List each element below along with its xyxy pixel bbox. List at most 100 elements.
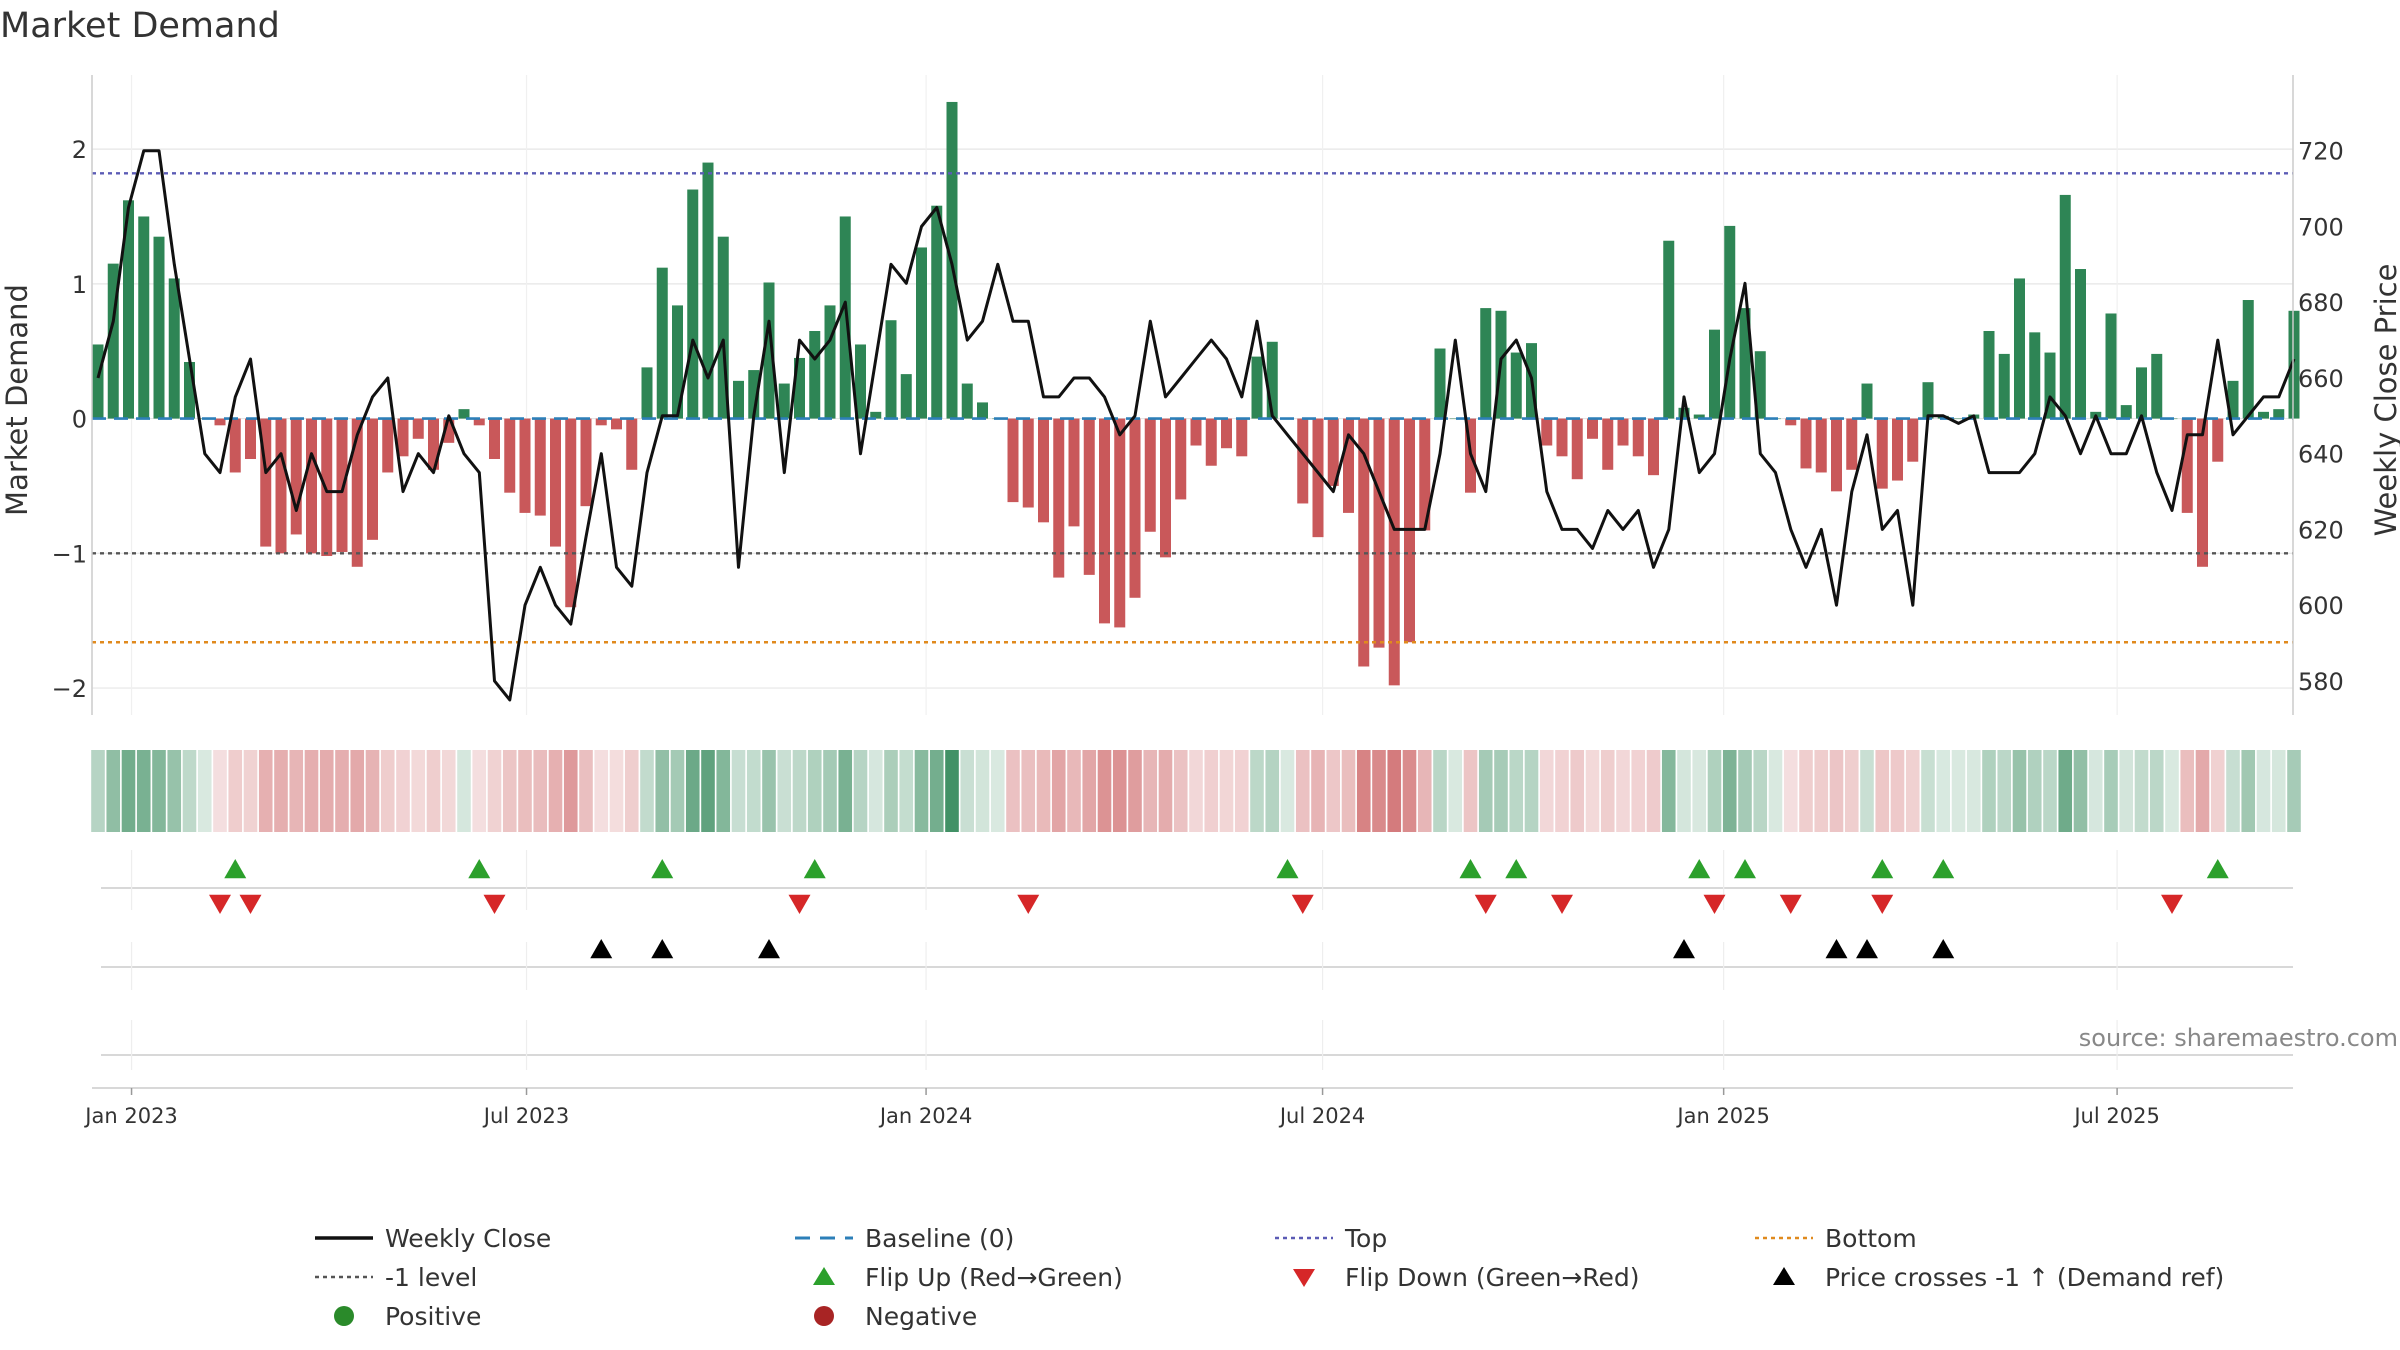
demand-bar xyxy=(855,344,866,419)
demand-bar xyxy=(641,367,653,419)
flip-down-marker xyxy=(2161,894,2183,914)
flip-down-marker xyxy=(1474,894,1497,914)
demand-bar xyxy=(809,331,821,419)
heat-cell xyxy=(289,750,304,832)
demand-bar xyxy=(1388,418,1400,686)
flip-down-marker xyxy=(1291,894,1314,914)
demand-bar xyxy=(748,370,760,419)
signal-markers xyxy=(101,850,2293,1070)
price-series xyxy=(96,149,2296,702)
demand-bar xyxy=(229,418,241,473)
heat-cell xyxy=(685,750,700,832)
heat-cell xyxy=(1905,750,1920,832)
demand-bar xyxy=(1754,351,1766,419)
heat-cell xyxy=(2256,750,2271,832)
demand-bar xyxy=(2273,409,2285,419)
heat-cell xyxy=(1417,750,1432,832)
demand-bar xyxy=(1373,418,1385,648)
y-tick-label-right: 580 xyxy=(2298,668,2344,696)
x-axis: Jan 2023 Jul 2023 Jan 2024 Jul 2024 Jan 2025… xyxy=(83,1087,2293,1128)
demand-bar xyxy=(565,418,577,608)
demand-bar xyxy=(534,418,546,516)
reference-lines xyxy=(92,172,2293,644)
heat-cell xyxy=(1234,750,1249,832)
price-cross-marker xyxy=(1932,939,1955,959)
heat-cell xyxy=(884,750,898,832)
heat-cell xyxy=(152,750,166,832)
heat-cell xyxy=(1768,750,1783,832)
demand-bar xyxy=(260,418,272,547)
heat-cell xyxy=(1829,750,1844,832)
demand-bar xyxy=(1327,418,1339,486)
heat-cell xyxy=(2058,750,2073,832)
demand-bar xyxy=(2258,411,2269,419)
heat-cell xyxy=(1189,750,1203,832)
demand-bar xyxy=(1205,418,1217,466)
demand-bar xyxy=(1022,418,1034,508)
demand-bar xyxy=(1846,418,1858,470)
flip-up-marker xyxy=(1871,859,1894,879)
demand-bar xyxy=(1038,418,1049,523)
price-cross-marker xyxy=(1856,939,1878,959)
demand-bar xyxy=(595,418,607,426)
flip-down-marker xyxy=(1703,894,1726,914)
demand-bar xyxy=(1099,418,1110,624)
demand-bar xyxy=(1907,418,1919,462)
heat-cell xyxy=(1661,750,1676,832)
price-cross-marker xyxy=(758,939,780,959)
heat-cell xyxy=(1875,750,1890,832)
heat-cell xyxy=(1204,750,1219,832)
heat-cell xyxy=(2165,750,2179,832)
demand-bar xyxy=(2181,418,2193,513)
flip-up-marker xyxy=(1734,859,1756,879)
demand-bar xyxy=(1343,418,1354,513)
legend-label: Weekly Close xyxy=(385,1224,551,1253)
heat-cell xyxy=(121,750,136,832)
heat-cell xyxy=(1997,750,2012,832)
legend-label: -1 level xyxy=(385,1263,477,1292)
heat-cell xyxy=(975,750,990,832)
flip-up-marker xyxy=(468,859,491,879)
demand-bar xyxy=(2075,269,2086,419)
flip-down-marker xyxy=(1779,894,1802,914)
demand-bar xyxy=(321,418,333,557)
heat-cell xyxy=(2027,750,2042,832)
flip-down-marker xyxy=(239,894,262,914)
demand-bar xyxy=(1068,418,1080,527)
flip-down-marker xyxy=(1871,894,1894,914)
heat-cell xyxy=(1570,750,1585,832)
legend: Weekly Close Baseline (0) Top Bottom -1 leve… xyxy=(315,1224,2224,1331)
demand-bar xyxy=(1175,418,1187,500)
demand-bar xyxy=(351,418,363,567)
demand-bar xyxy=(916,247,927,419)
heat-cell xyxy=(807,750,822,832)
flip-up-marker xyxy=(2206,859,2229,879)
demand-bar xyxy=(1160,418,1171,558)
demand-bar xyxy=(626,418,638,470)
demand-bar xyxy=(443,418,455,443)
demand-bar xyxy=(1358,418,1370,667)
demand-bar xyxy=(412,418,424,439)
heat-cell xyxy=(823,750,837,832)
heat-cell xyxy=(1692,750,1707,832)
demand-bar xyxy=(1449,418,1461,420)
demand-bar xyxy=(1709,329,1720,419)
demand-bar xyxy=(717,236,729,419)
demand-bar xyxy=(1663,240,1675,419)
demand-bar xyxy=(489,418,500,459)
heat-cell xyxy=(380,750,395,832)
heat-cell xyxy=(2210,750,2225,832)
flip-up-marker xyxy=(803,859,826,879)
y-tick-label-left: 0 xyxy=(72,406,87,434)
legend-label: Baseline (0) xyxy=(865,1224,1014,1253)
heat-cell xyxy=(701,750,715,832)
heat-cell xyxy=(762,750,776,832)
heat-cell xyxy=(1707,750,1722,832)
demand-bar xyxy=(1221,418,1232,449)
y-tick-label-right: 620 xyxy=(2298,516,2344,544)
heat-cell xyxy=(1295,750,1310,832)
demand-bar xyxy=(1541,418,1553,446)
heat-cell xyxy=(1478,750,1493,832)
legend-swatch-positive xyxy=(334,1306,354,1326)
